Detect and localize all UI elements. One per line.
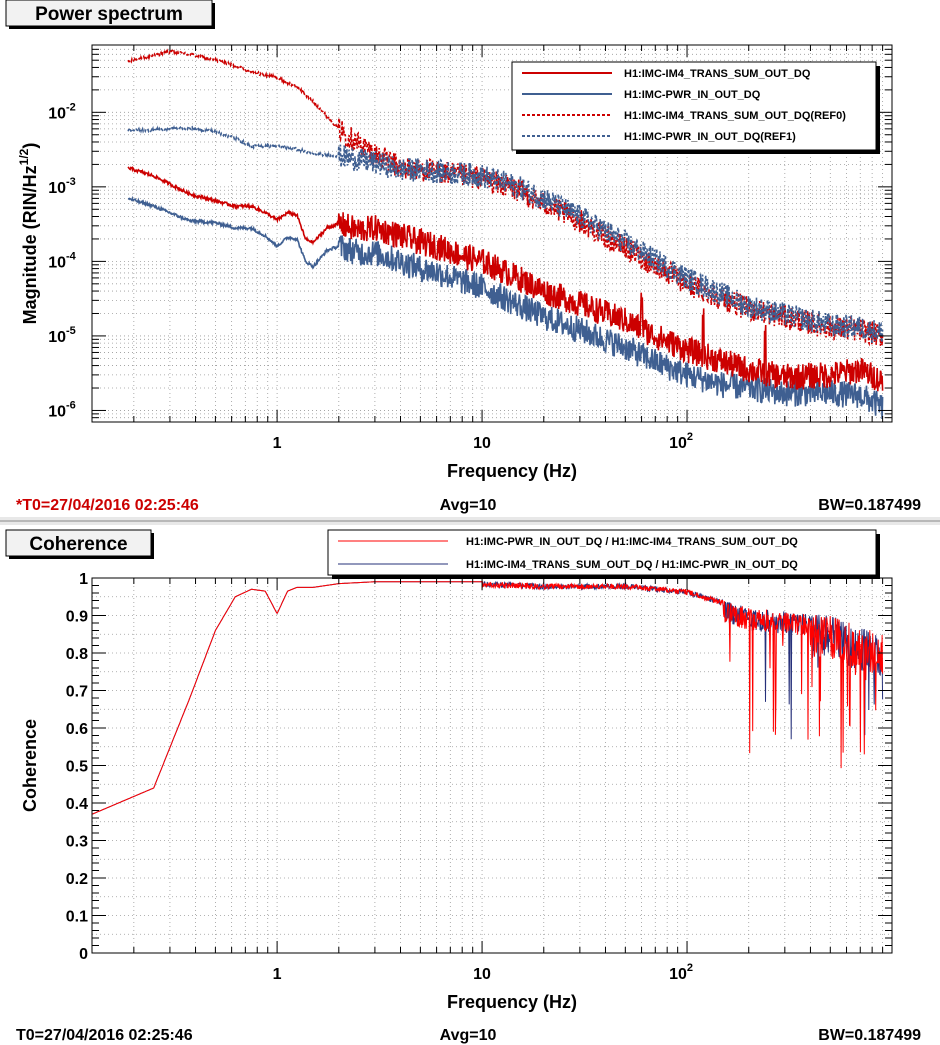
y-tick-label: 0.9 [66,609,88,626]
y-tick-label: 0.5 [66,759,88,776]
coherence-footer-t0: T0=27/04/2016 02:25:46 [16,1027,193,1044]
coherence-chart: 1 10 102 0 0.1 0.2 0.3 0.4 0.5 0.6 0.7 0.8 0.9 1 Frequ… [5,529,921,1044]
y-axis-title: Coherence [20,719,40,812]
coherence-footer-bw: BW=0.187499 [818,1027,921,1044]
y-tick-label: 10-2 [48,101,76,122]
y-tick-label: 0.8 [66,646,88,663]
power-spectrum-footer-t0: *T0=27/04/2016 02:25:46 [16,497,199,514]
y-tick-label: 1 [79,571,88,588]
coherence-grid [92,578,892,953]
y-tick-label: 0.1 [66,909,88,926]
power-spectrum-series [127,48,884,420]
power-spectrum-chart: 1 10 102 10-6 10-5 10-4 10-3 10-2 Frequency (Hz)… [5,0,921,514]
legend-entry: H1:IMC-PWR_IN_OUT_DQ / H1:IMC-IM4_TRANS_… [466,536,798,548]
series-line-3 [127,124,884,343]
y-tick-label: 0.7 [66,684,88,701]
power-spectrum-ticks [92,45,892,422]
legend-entry: H1:IMC-IM4_TRANS_SUM_OUT_DQ(REF0) [624,110,846,122]
y-tick-label: 0.6 [66,721,88,738]
legend-entry: H1:IMC-PWR_IN_OUT_DQ [624,89,761,101]
coherence-footer-avg: Avg=10 [440,1027,497,1044]
series-line-0 [127,166,884,392]
coherence-series [92,580,884,815]
y-tick-label: 10-4 [48,250,76,271]
y-tick-label: 10-5 [48,325,76,346]
series-line-1 [127,195,884,420]
coherence-title: Coherence [29,534,127,555]
power-spectrum-title: Power spectrum [35,4,183,25]
y-axis-title: Magnitude (RIN/Hz1/2) [17,143,40,325]
x-tick-label: 102 [669,962,693,983]
x-tick-label: 1 [273,966,282,983]
power-spectrum-footer-avg: Avg=10 [440,497,497,514]
coherence-ticks [92,577,892,954]
power-spectrum-frame [91,44,893,423]
coherence-legend: H1:IMC-PWR_IN_OUT_DQ / H1:IMC-IM4_TRANS_… [327,529,880,579]
x-tick-label: 102 [669,431,693,452]
x-tick-label: 10 [473,966,491,983]
x-axis-title: Frequency (Hz) [447,461,577,481]
y-tick-label: 0 [79,946,88,963]
series-line-0 [92,581,884,815]
power-spectrum-title-box: Power spectrum [5,0,215,29]
legend-entry: H1:IMC-IM4_TRANS_SUM_OUT_DQ / H1:IMC-PWR… [466,559,798,571]
y-tick-label: 0.3 [66,834,88,851]
y-tick-label: 10-3 [48,176,76,197]
power-spectrum-footer-bw: BW=0.187499 [818,497,921,514]
legend-entry: H1:IMC-IM4_TRANS_SUM_OUT_DQ [624,68,811,80]
x-tick-label: 1 [273,435,282,452]
x-tick-label: 10 [473,435,491,452]
y-tick-label: 10-6 [48,399,76,420]
y-tick-label: 0.2 [66,871,88,888]
x-axis-title: Frequency (Hz) [447,992,577,1012]
power-spectrum-legend: H1:IMC-IM4_TRANS_SUM_OUT_DQ H1:IMC-PWR_IN… [511,61,880,154]
coherence-title-box: Coherence [5,529,154,559]
legend-entry: H1:IMC-PWR_IN_OUT_DQ(REF1) [624,131,796,143]
y-tick-label: 0.4 [66,796,88,813]
